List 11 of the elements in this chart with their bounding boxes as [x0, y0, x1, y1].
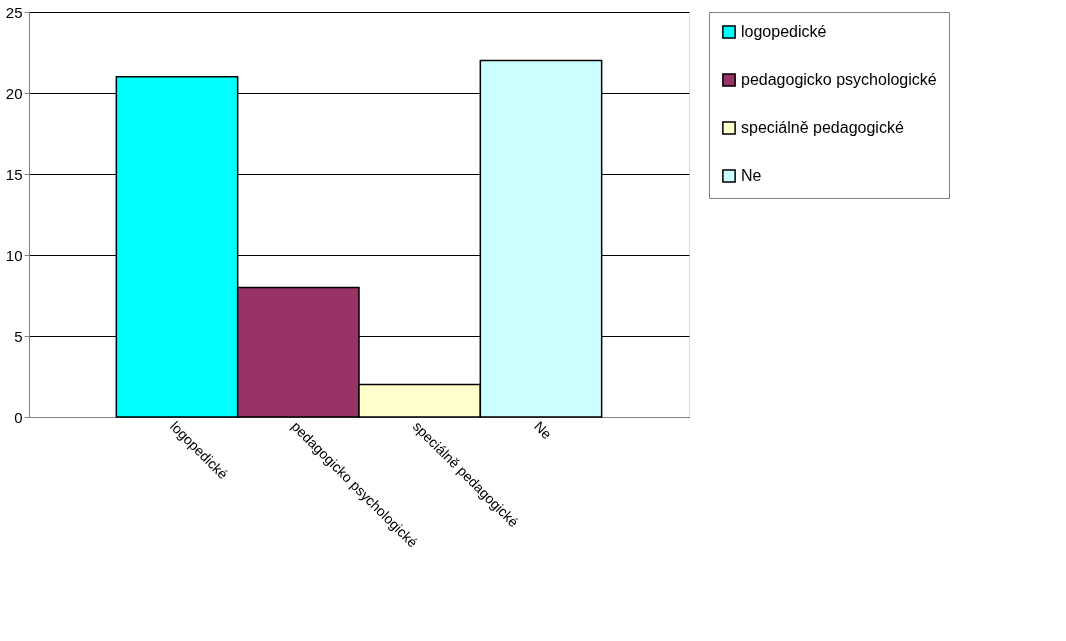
y-tick-label: 20	[5, 84, 23, 102]
y-tick-label: 15	[5, 165, 23, 183]
y-tick-label: 10	[5, 246, 23, 264]
y-tick-label: 0	[14, 408, 23, 426]
y-tick-label: 5	[14, 327, 23, 345]
x-tick-label: Ne	[531, 418, 556, 443]
legend-label: speciálně pedagogické	[741, 119, 904, 136]
y-tick-label: 25	[5, 3, 23, 21]
legend-label: pedagogicko psychologické	[741, 71, 937, 88]
legend-label: logopedické	[741, 23, 827, 40]
legend-label: Ne	[741, 167, 762, 184]
